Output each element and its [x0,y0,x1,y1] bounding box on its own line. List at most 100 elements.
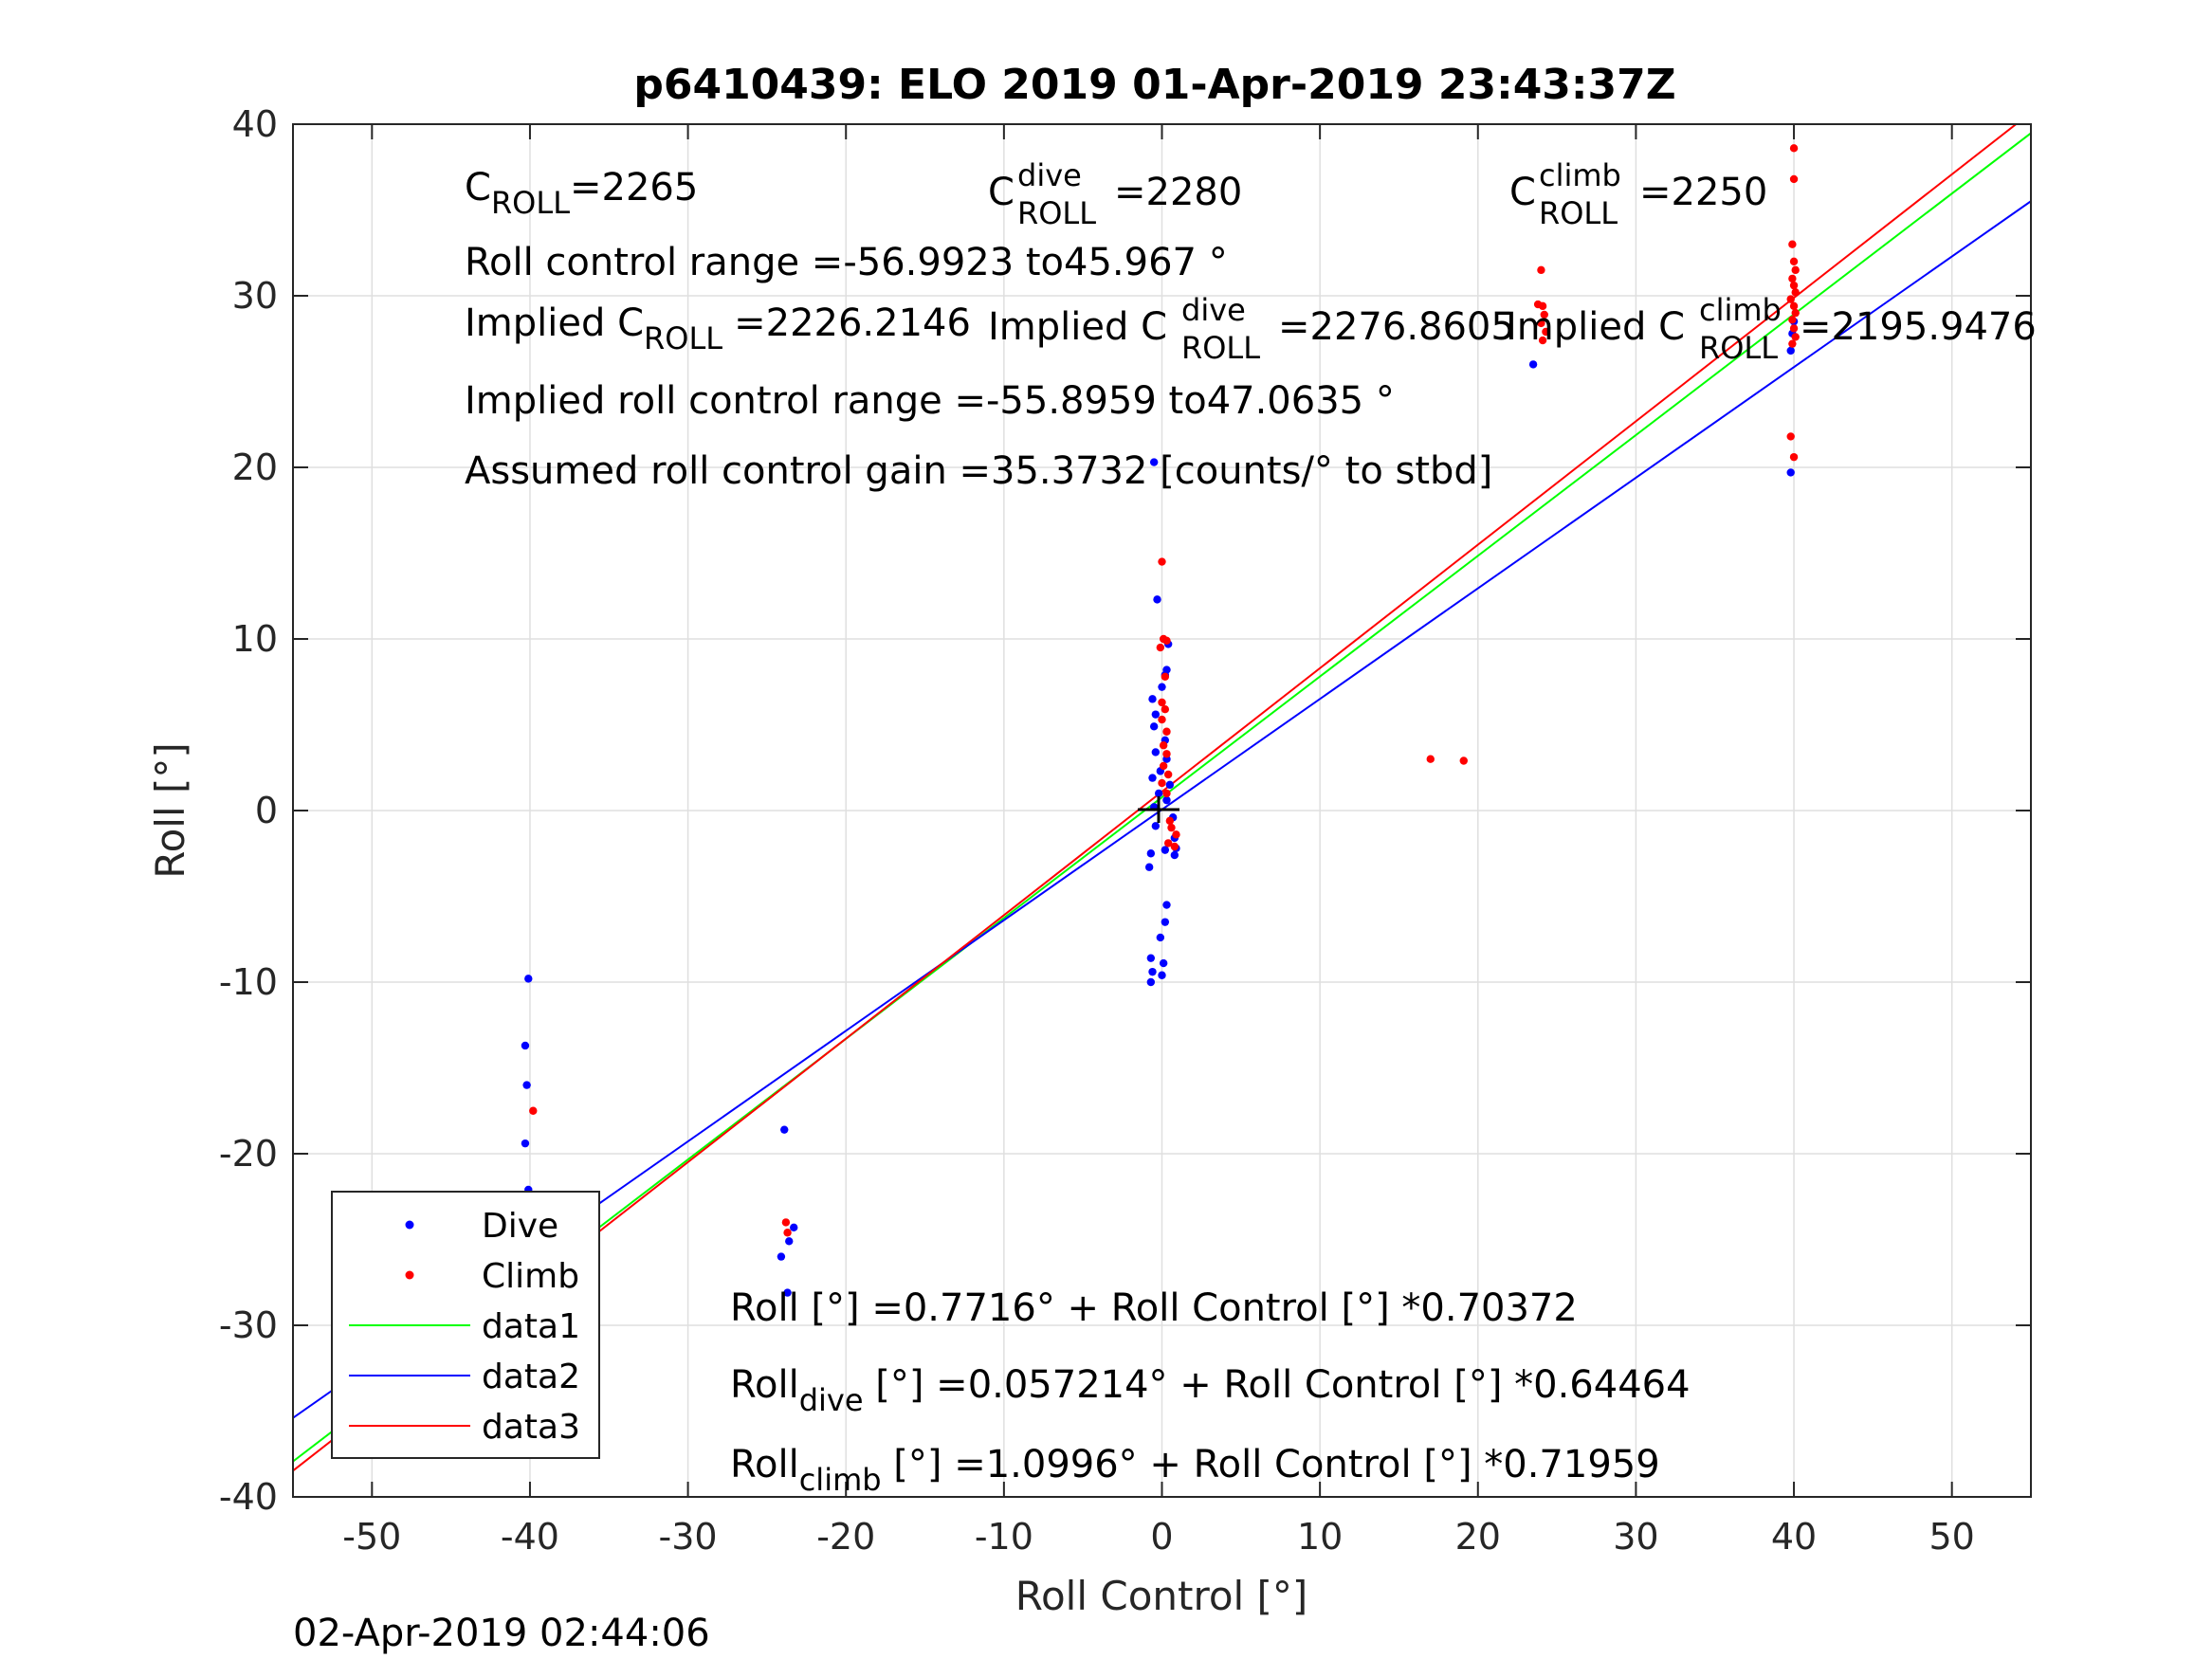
x-tick-label: 50 [1929,1516,1975,1558]
climb-point [1165,816,1175,826]
dive-point [1151,748,1161,757]
climb-point [529,1106,538,1115]
c-roll-climb-annotation: C climb ROLL =2250 [1509,157,1767,231]
y-tick-label: 0 [255,790,278,831]
climb-point [1162,789,1171,798]
dive-point [1162,795,1171,805]
climb-point [781,1218,791,1227]
annotations: CROLL=2265 C dive ROLL =2280 C climb ROL… [465,157,2037,1498]
dive-point [1158,683,1166,691]
svg-text:ROLL: ROLL [1699,330,1778,366]
dive-point [1144,863,1154,871]
dive-point [1786,346,1795,356]
climb-point [1789,301,1799,311]
dive-point [1165,780,1175,790]
climb-point [1542,327,1550,337]
y-tick-label: -40 [219,1476,278,1518]
x-tick-label: 0 [1150,1516,1173,1558]
x-tick-label: -40 [501,1516,559,1558]
climb-point [1788,240,1797,248]
dive-point [1146,954,1156,962]
fit-all-annotation: Roll [°] =0.7716° + Roll Control [°] *0.… [730,1286,1578,1330]
dive-point [1158,971,1166,979]
legend-label-data3: data3 [482,1408,580,1447]
svg-text:dive: dive [1017,157,1082,193]
dive-point [521,1041,530,1050]
legend-label-data1: data1 [482,1307,580,1346]
legend-label-climb: Climb [482,1257,579,1296]
climb-point [1159,741,1168,750]
legend: Dive Climb data1 data2 data3 [331,1191,600,1459]
climb-point [1163,839,1173,848]
y-tick-label: 10 [232,618,278,660]
climb-point [1791,288,1800,297]
climb-point [1540,310,1548,319]
climb-point [1789,144,1799,153]
climb-point [783,1229,792,1237]
dive-point [1149,458,1159,466]
svg-text:C: C [1509,171,1536,214]
dive-point [1528,360,1538,369]
origin-cross-marker [1138,796,1179,823]
climb-point [1159,761,1168,771]
svg-text:dive: dive [1181,292,1246,328]
y-tick-label: 40 [232,103,278,145]
climb-point [1786,432,1795,441]
climb-point [1162,750,1171,758]
climb-point [1537,319,1545,328]
x-tick-label: -50 [342,1516,401,1558]
x-tick-label: -10 [975,1516,1033,1558]
dive-point [1159,958,1168,968]
dive-point [1151,822,1161,830]
dive-point [524,975,533,983]
climb-point [1537,265,1545,275]
climb-point [1156,643,1165,652]
legend-label-data2: data2 [482,1358,580,1396]
climb-point [1789,452,1799,462]
dive-point [1153,595,1161,604]
climb-point [1789,281,1799,290]
legend-label-dive: Dive [482,1207,558,1246]
svg-text:ROLL: ROLL [1181,330,1260,366]
axis-ticks: -50 -40 -30 -20 -10 0 10 20 30 40 50 -40 -30 -20 -10 0 1… [219,103,2031,1558]
dive-point [521,1139,530,1148]
climb-point [1162,636,1171,646]
implied-c-roll-dive-annotation: Implied C dive ROLL =2276.8605 [988,292,1515,366]
dive-point [1161,846,1170,854]
data-points [521,144,1800,1297]
svg-text:=2280: =2280 [1114,171,1242,214]
svg-text:Implied C: Implied C [1506,305,1685,349]
implied-range-annotation: Implied roll control range =-55.8959 to4… [465,379,1395,423]
climb-point [1459,757,1468,765]
climb-point [1161,705,1170,714]
climb-point [1791,265,1800,275]
c-roll-annotation: CROLL=2265 [465,166,698,221]
y-axis-label: Roll [°] [147,742,193,878]
x-tick-label: -20 [816,1516,875,1558]
x-tick-label: 20 [1455,1516,1501,1558]
svg-text:climb: climb [1699,292,1782,328]
fit-dive-annotation: Rolldive [°] =0.057214° + Roll Control [… [730,1363,1691,1418]
dive-point [1148,774,1157,782]
climb-point [1162,727,1171,736]
implied-c-roll-annotation: Implied CROLL =2226.2146 [465,301,971,356]
y-tick-label: -10 [219,961,278,1003]
y-tick-label: 30 [232,275,278,317]
climb-point [1791,333,1800,341]
y-tick-label: -30 [219,1304,278,1346]
gain-annotation: Assumed roll control gain =35.3732 [coun… [465,449,1492,493]
climb-point [1170,842,1179,851]
climb-point [1426,755,1435,763]
dive-point [1146,849,1156,858]
footer-timestamp: 02-Apr-2019 02:44:06 [293,1612,710,1655]
x-tick-label: 10 [1297,1516,1343,1558]
dive-point [1151,710,1161,719]
climb-point [1161,672,1170,682]
climb-point [1538,336,1547,345]
legend-marker-climb [405,1270,414,1280]
dive-point [1149,722,1159,731]
climb-point [1788,316,1797,324]
c-roll-dive-annotation: C dive ROLL =2280 [988,157,1242,231]
climb-point [1538,301,1547,311]
